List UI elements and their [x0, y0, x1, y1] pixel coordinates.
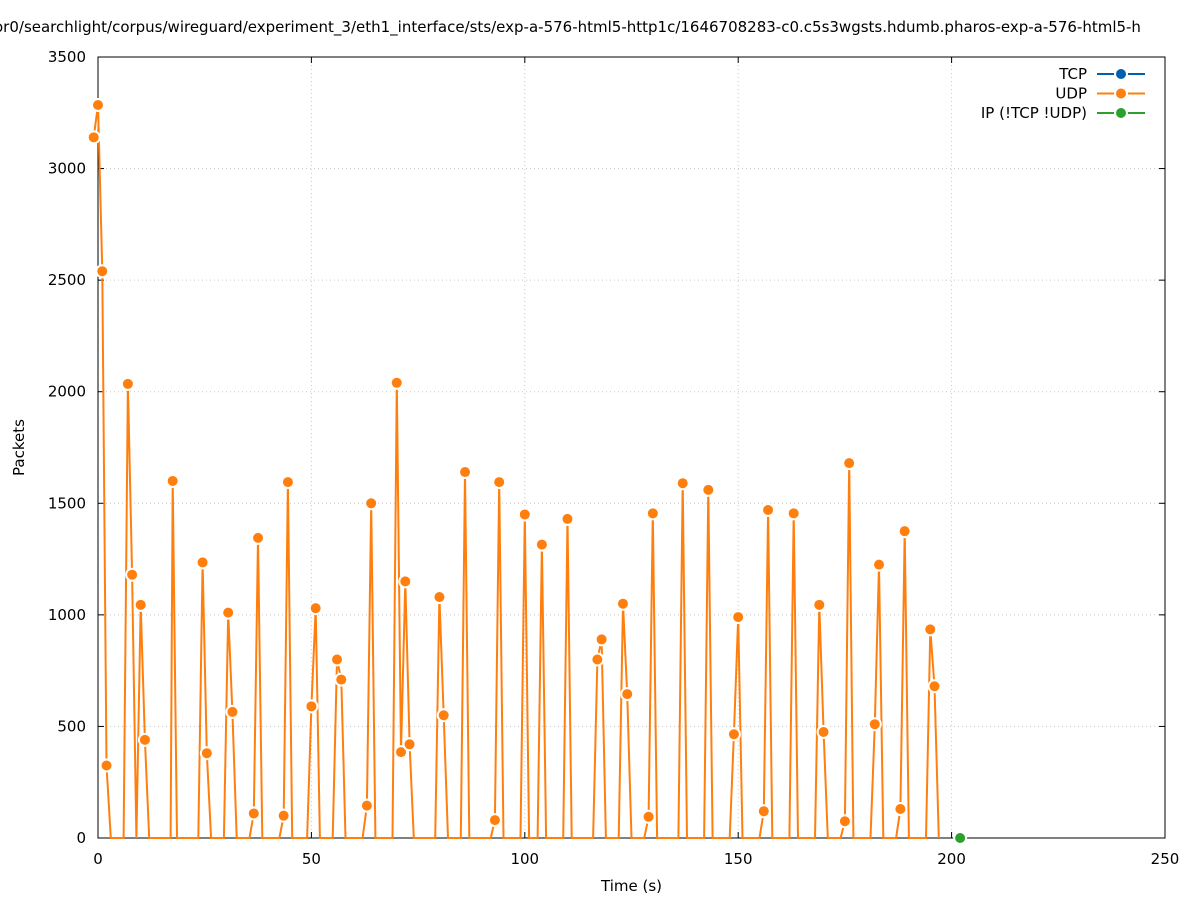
legend-label: IP (!TCP !UDP): [981, 104, 1087, 122]
y-tick-label: 1500: [48, 494, 86, 512]
data-point: [929, 681, 940, 692]
data-point: [400, 576, 411, 587]
data-point: [248, 808, 259, 819]
grid: [98, 57, 1165, 838]
data-point: [135, 599, 146, 610]
legend-marker: [1116, 69, 1126, 79]
x-tick-label: 250: [1151, 850, 1180, 868]
data-point: [139, 734, 150, 745]
data-point: [101, 760, 112, 771]
data-point: [278, 810, 289, 821]
data-point: [647, 508, 658, 519]
data-point: [460, 467, 471, 478]
legend-marker: [1116, 88, 1126, 99]
data-point: [438, 710, 449, 721]
series-line: [92, 104, 940, 839]
data-point: [733, 612, 744, 623]
data-point: [197, 557, 208, 568]
data-point: [925, 624, 936, 635]
data-point: [874, 559, 885, 570]
x-tick-label: 0: [93, 850, 103, 868]
legend-label: UDP: [1055, 85, 1087, 103]
data-point: [88, 132, 99, 143]
data-point: [899, 526, 910, 537]
data-point: [282, 477, 293, 488]
data-point: [814, 599, 825, 610]
data-point: [227, 706, 238, 717]
data-point: [167, 475, 178, 486]
series-1: [86, 97, 942, 839]
x-tick-label: 200: [937, 850, 966, 868]
y-tick-label: 1000: [48, 606, 86, 624]
data-point: [489, 815, 500, 826]
y-tick-label: 2500: [48, 271, 86, 289]
data-point: [434, 592, 445, 603]
chart-title: or0/searchlight/corpus/wireguard/experim…: [0, 18, 1141, 36]
y-axis-label: Packets: [10, 419, 28, 476]
data-point: [366, 498, 377, 509]
y-tick-label: 0: [76, 829, 86, 847]
data-point: [677, 478, 688, 489]
data-point: [643, 811, 654, 822]
data-point: [562, 513, 573, 524]
y-tick-label: 500: [57, 717, 86, 735]
plot-frame: [97, 56, 1166, 839]
data-point: [122, 378, 133, 389]
data-point: [336, 674, 347, 685]
data-point: [332, 654, 343, 665]
data-point: [93, 99, 103, 110]
y-tick-label: 2000: [48, 383, 86, 401]
data-point: [361, 800, 372, 811]
data-point: [494, 477, 505, 488]
data-point: [844, 458, 855, 469]
data-point: [223, 607, 234, 618]
data-point: [728, 729, 739, 740]
data-point: [703, 484, 714, 495]
x-tick-label: 50: [302, 850, 321, 868]
axis-ticks: 0 50 100 150 200 2500500100015002000250030003…: [48, 48, 1180, 868]
data-point: [519, 509, 530, 520]
data-point: [306, 701, 317, 712]
data-point: [788, 508, 799, 519]
data-point: [818, 727, 829, 738]
data-point: [592, 654, 603, 665]
data-point: [758, 806, 769, 817]
y-tick-label: 3500: [48, 48, 86, 66]
x-tick-label: 100: [510, 850, 539, 868]
data-point: [404, 739, 415, 750]
data-point: [869, 719, 880, 730]
data-point: [391, 377, 402, 388]
x-axis-label: Time (s): [600, 877, 662, 895]
data-point: [536, 539, 547, 550]
data-point: [955, 833, 966, 843]
series-2: [953, 831, 968, 845]
x-tick-label: 150: [724, 850, 753, 868]
legend-marker: [1116, 108, 1126, 118]
data-point: [97, 266, 108, 277]
data-point: [763, 504, 774, 515]
data-point: [596, 634, 607, 645]
series-layer: [86, 97, 968, 845]
data-point: [622, 689, 633, 700]
legend-label: TCP: [1058, 65, 1087, 83]
data-point: [201, 748, 212, 759]
data-point: [839, 816, 850, 827]
y-tick-label: 3000: [48, 160, 86, 178]
data-point: [253, 532, 264, 543]
data-point: [127, 569, 138, 580]
data-point: [895, 803, 906, 814]
data-point: [396, 747, 407, 758]
data-point: [310, 603, 321, 614]
data-point: [617, 598, 628, 609]
